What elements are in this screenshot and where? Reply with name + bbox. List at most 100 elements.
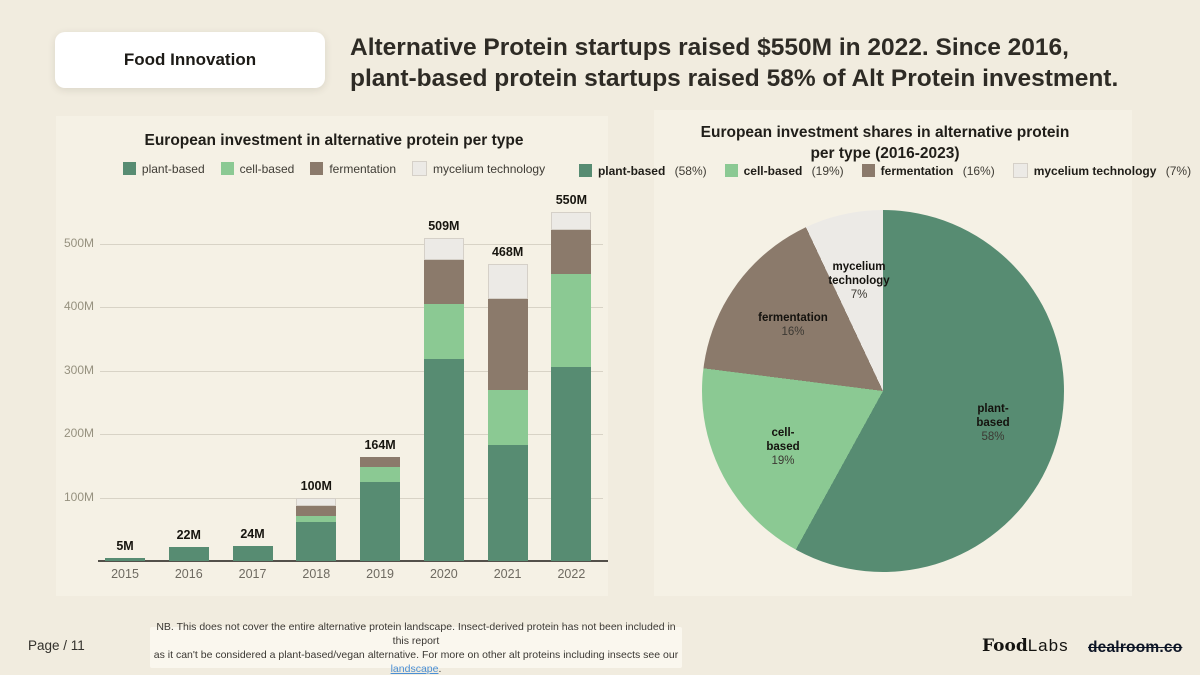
- bar-total-label: 24M: [240, 526, 265, 541]
- x-axis-tick-label: 2019: [366, 567, 394, 581]
- pie-label-text: technology: [828, 275, 890, 287]
- footnote: NB. This does not cover the entire alter…: [150, 621, 682, 675]
- y-axis-tick-label: 200M: [63, 426, 94, 440]
- legend-item: plant-based: [122, 162, 205, 176]
- page-number: Page / 11: [28, 638, 85, 653]
- bar-total-label: 22M: [176, 528, 201, 543]
- bar-segment: [296, 515, 337, 522]
- bar-total-label: 164M: [364, 437, 396, 452]
- bar-segment: [487, 263, 528, 299]
- y-axis-tick-label: 400M: [63, 299, 94, 313]
- bar-segment: [423, 303, 464, 360]
- pie-chart-title: European investment shares in alternativ…: [640, 122, 1130, 164]
- bar-total-label: 468M: [491, 244, 524, 259]
- page-title-line1: Alternative Protein startups raised $550…: [350, 34, 1069, 61]
- legend-swatch: [578, 164, 592, 177]
- pie-label-text: mycelium: [832, 261, 886, 273]
- gridline: [100, 497, 603, 499]
- bar-segment: [551, 366, 592, 561]
- pie-label-pct: 19%: [771, 455, 795, 467]
- x-axis-tick-label: 2018: [302, 567, 331, 581]
- x-axis-tick-label: 2020: [429, 567, 458, 581]
- pie-label-text: cell-: [771, 427, 795, 439]
- dealroom-logo: dealroom.co: [1088, 639, 1183, 656]
- bar-segment: [551, 229, 592, 274]
- gridline: [100, 243, 603, 245]
- bar-total-label: 100M: [300, 478, 332, 493]
- page-title-line2: plant-based protein startups raised 58% …: [350, 65, 1119, 92]
- gridline: [100, 307, 603, 308]
- bar-segment: [232, 545, 273, 561]
- bar-segment: [551, 273, 592, 367]
- pie-chart-title-line2: per type (2016-2023): [810, 145, 960, 162]
- foodlabs-logo-labs: Labs: [1027, 636, 1069, 655]
- bar-segment: [360, 467, 401, 482]
- x-axis-tick-label: 2015: [111, 567, 139, 581]
- bar-segment: [487, 389, 528, 446]
- x-axis-tick-label: 2021: [493, 567, 522, 581]
- bar-total-label: 5M: [116, 538, 134, 553]
- x-axis-tick-label: 2022: [557, 567, 586, 581]
- footnote-line2-text: as it can't be considered a plant-based/…: [153, 648, 679, 661]
- legend-swatch: [310, 162, 324, 175]
- bar-total-label: 509M: [428, 218, 460, 233]
- section-badge-label: Food Innovation: [123, 50, 257, 69]
- pie-label-text: plant-: [977, 403, 1009, 415]
- bar-total-label: 550M: [555, 192, 588, 207]
- page-title: Alternative Protein startups raised $550…: [350, 32, 1160, 94]
- legend-swatch: [1012, 163, 1028, 178]
- foodlabs-logo: FoodLabs: [982, 636, 1069, 656]
- bar-chart-title: European investment in alternative prote…: [144, 132, 524, 149]
- x-axis-line: [98, 560, 608, 562]
- bar-segment: [423, 260, 464, 304]
- pie-label-pct: 58%: [981, 431, 1005, 443]
- bar-segment: [360, 481, 401, 561]
- bar-segment: [296, 521, 337, 561]
- legend-item: cell-based (19%): [724, 164, 844, 178]
- pie-label-cell-based: cell- based 19%: [766, 426, 799, 468]
- bar-segment: [423, 237, 464, 260]
- y-axis-tick-label: 500M: [63, 235, 94, 250]
- bar-segment: [487, 298, 528, 390]
- footnote-period: .: [438, 662, 442, 675]
- legend-swatch: [724, 164, 738, 177]
- legend-item: mycelium technology (7%): [1012, 163, 1191, 178]
- bar-segment: [551, 211, 592, 230]
- pie-label-text: based: [766, 441, 800, 453]
- landscape-link[interactable]: landscape: [390, 662, 439, 675]
- legend-swatch: [220, 162, 234, 175]
- legend-item: fermentation (16%): [861, 164, 995, 178]
- y-axis-tick-label: 300M: [63, 362, 94, 377]
- legend-item: cell-based: [220, 162, 294, 176]
- pie-label-pct: 7%: [850, 289, 868, 301]
- footnote-line1: NB. This does not cover the entire alter…: [156, 620, 676, 647]
- legend-item: plant-based (58%): [578, 164, 707, 178]
- pie-chart: [702, 210, 1064, 572]
- legend-item: mycelium technology: [412, 161, 545, 176]
- gridline: [100, 370, 603, 372]
- bar-segment: [296, 497, 337, 507]
- x-axis-tick-label: 2016: [174, 567, 203, 581]
- bar-segment: [423, 359, 464, 561]
- legend-swatch: [122, 162, 136, 175]
- legend-item: fermentation: [310, 162, 396, 176]
- bar-chart-legend: plant-based cell-based fermentation myceliu…: [60, 161, 608, 176]
- bar-segment: [296, 506, 337, 516]
- pie-label-plant-based: plant- based 58%: [976, 402, 1009, 444]
- legend-swatch: [861, 164, 875, 177]
- bar-segment: [487, 445, 528, 561]
- gridline: [100, 434, 603, 435]
- bar-segment: [105, 557, 145, 561]
- footnote-line2: as it can't be considered a plant-based/…: [150, 648, 682, 675]
- bar-segment: [168, 547, 209, 561]
- pie-chart-title-line1: European investment shares in alternativ…: [700, 124, 1070, 141]
- pie-label-text: fermentation: [758, 312, 828, 324]
- bar-segment: [360, 456, 401, 468]
- pie-label-fermentation: fermentation 16%: [758, 311, 828, 339]
- pie-label-pct: 16%: [781, 326, 805, 338]
- y-axis-tick-label: 100M: [63, 489, 94, 504]
- x-axis-tick-label: 2017: [238, 567, 267, 581]
- pie-label-text: based: [976, 417, 1010, 429]
- section-badge: Food Innovation: [55, 32, 325, 88]
